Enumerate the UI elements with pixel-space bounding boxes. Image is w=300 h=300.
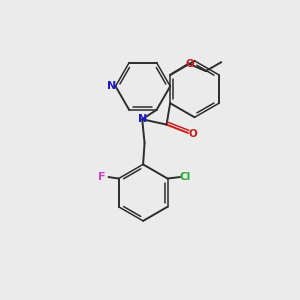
Text: F: F [98, 172, 105, 182]
Text: N: N [138, 114, 147, 124]
Text: O: O [185, 59, 194, 69]
Text: N: N [107, 81, 116, 91]
Text: Cl: Cl [180, 172, 191, 182]
Text: O: O [188, 129, 197, 140]
